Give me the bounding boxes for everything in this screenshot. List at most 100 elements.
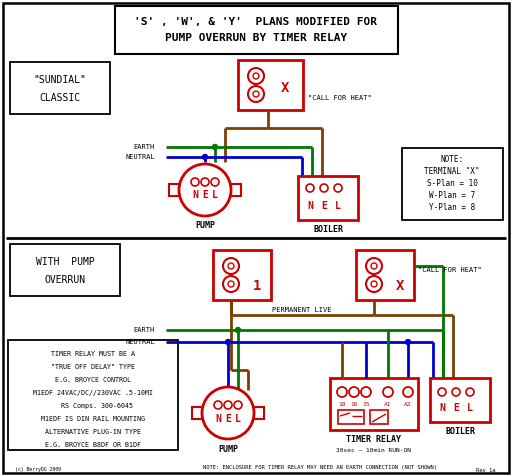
Text: N: N: [307, 201, 313, 211]
Circle shape: [253, 91, 259, 97]
Text: N: N: [439, 403, 445, 413]
FancyBboxPatch shape: [430, 378, 490, 422]
Text: EARTH: EARTH: [133, 327, 154, 333]
Circle shape: [349, 387, 359, 397]
Text: NEUTRAL: NEUTRAL: [126, 339, 156, 345]
Circle shape: [334, 184, 342, 192]
Text: N: N: [192, 190, 198, 200]
Text: NOTE:: NOTE:: [440, 156, 463, 165]
Circle shape: [371, 281, 377, 287]
FancyBboxPatch shape: [298, 176, 358, 220]
Text: M1EDF 24VAC/DC//230VAC .5-10MI: M1EDF 24VAC/DC//230VAC .5-10MI: [33, 390, 153, 396]
Text: A1: A1: [384, 401, 392, 407]
Circle shape: [438, 388, 446, 396]
Text: 18: 18: [338, 401, 346, 407]
Text: NEUTRAL: NEUTRAL: [126, 154, 156, 160]
Text: "CALL FOR HEAT": "CALL FOR HEAT": [308, 95, 372, 101]
Text: OVERRUN: OVERRUN: [45, 275, 86, 285]
Circle shape: [403, 387, 413, 397]
Circle shape: [383, 387, 393, 397]
Circle shape: [366, 258, 382, 274]
Text: "TRUE OFF DELAY" TYPE: "TRUE OFF DELAY" TYPE: [51, 364, 135, 370]
Text: 1: 1: [253, 279, 261, 293]
Text: Rev 1a: Rev 1a: [476, 467, 495, 473]
Circle shape: [201, 178, 209, 186]
Text: TIMER RELAY: TIMER RELAY: [347, 436, 401, 445]
Text: BOILER: BOILER: [445, 427, 475, 436]
Circle shape: [223, 276, 239, 292]
Text: W-Plan = 7: W-Plan = 7: [429, 191, 475, 200]
Text: PUMP OVERRUN BY TIMER RELAY: PUMP OVERRUN BY TIMER RELAY: [165, 33, 347, 43]
Text: ALTERNATIVE PLUG-IN TYPE: ALTERNATIVE PLUG-IN TYPE: [45, 429, 141, 435]
Circle shape: [406, 339, 411, 345]
Circle shape: [228, 263, 234, 269]
FancyBboxPatch shape: [231, 184, 241, 196]
Circle shape: [248, 86, 264, 102]
FancyBboxPatch shape: [3, 3, 509, 473]
Circle shape: [202, 387, 254, 439]
Circle shape: [371, 263, 377, 269]
Circle shape: [228, 281, 234, 287]
Text: L: L: [467, 403, 473, 413]
FancyBboxPatch shape: [238, 60, 303, 110]
Text: "CALL FOR HEAT": "CALL FOR HEAT": [418, 267, 482, 273]
Text: NOTE: ENCLOSURE FOR TIMER RELAY MAY NEED AN EARTH CONNECTION (NOT SHOWN): NOTE: ENCLOSURE FOR TIMER RELAY MAY NEED…: [203, 465, 437, 469]
Text: E: E: [202, 190, 208, 200]
Circle shape: [466, 388, 474, 396]
Circle shape: [452, 388, 460, 396]
Text: E: E: [453, 403, 459, 413]
Circle shape: [211, 178, 219, 186]
Text: A2: A2: [404, 401, 412, 407]
Text: L: L: [335, 201, 341, 211]
Text: X: X: [396, 279, 404, 293]
Text: E.G. BROYCE B8DF OR B1DF: E.G. BROYCE B8DF OR B1DF: [45, 442, 141, 448]
Circle shape: [203, 155, 207, 159]
Text: L: L: [212, 190, 218, 200]
FancyBboxPatch shape: [10, 62, 110, 114]
FancyBboxPatch shape: [213, 250, 271, 300]
Text: 15: 15: [362, 401, 370, 407]
Text: E.G. BROYCE CONTROL: E.G. BROYCE CONTROL: [55, 377, 131, 383]
Text: TIMER RELAY MUST BE A: TIMER RELAY MUST BE A: [51, 351, 135, 357]
FancyBboxPatch shape: [192, 407, 202, 419]
Text: EARTH: EARTH: [133, 144, 154, 150]
Text: PERMANENT LIVE: PERMANENT LIVE: [272, 307, 332, 313]
Text: 'S' , 'W', & 'Y'  PLANS MODIFIED FOR: 'S' , 'W', & 'Y' PLANS MODIFIED FOR: [135, 17, 377, 27]
FancyBboxPatch shape: [115, 6, 398, 54]
FancyBboxPatch shape: [330, 378, 418, 430]
Circle shape: [253, 73, 259, 79]
Text: PUMP: PUMP: [195, 221, 215, 230]
Text: E: E: [321, 201, 327, 211]
Circle shape: [337, 387, 347, 397]
Text: Y-Plan = 8: Y-Plan = 8: [429, 204, 475, 212]
Circle shape: [179, 164, 231, 216]
FancyBboxPatch shape: [338, 410, 364, 424]
FancyBboxPatch shape: [402, 148, 503, 220]
Text: RS Comps. 300-6045: RS Comps. 300-6045: [53, 403, 133, 409]
Text: WITH  PUMP: WITH PUMP: [36, 257, 94, 267]
Circle shape: [234, 401, 242, 409]
Text: 30sec ~ 10min RUN-ON: 30sec ~ 10min RUN-ON: [336, 447, 412, 453]
Text: (c) BerryDG 2009: (c) BerryDG 2009: [15, 467, 61, 473]
Circle shape: [366, 276, 382, 292]
Text: PUMP: PUMP: [218, 445, 238, 454]
Circle shape: [248, 68, 264, 84]
Text: "SUNDIAL": "SUNDIAL": [34, 75, 87, 85]
Text: CLASSIC: CLASSIC: [39, 93, 80, 103]
FancyBboxPatch shape: [370, 410, 388, 424]
Text: N: N: [215, 414, 221, 424]
FancyBboxPatch shape: [254, 407, 264, 419]
Circle shape: [224, 401, 232, 409]
FancyBboxPatch shape: [356, 250, 414, 300]
Circle shape: [306, 184, 314, 192]
Circle shape: [223, 258, 239, 274]
Text: L: L: [235, 414, 241, 424]
Circle shape: [361, 387, 371, 397]
Text: TERMINAL "X": TERMINAL "X": [424, 168, 480, 177]
Circle shape: [214, 401, 222, 409]
Text: X: X: [281, 81, 289, 95]
Text: M1EDF IS DIN RAIL MOUNTING: M1EDF IS DIN RAIL MOUNTING: [41, 416, 145, 422]
Text: E: E: [225, 414, 231, 424]
Circle shape: [236, 327, 241, 333]
FancyBboxPatch shape: [169, 184, 179, 196]
